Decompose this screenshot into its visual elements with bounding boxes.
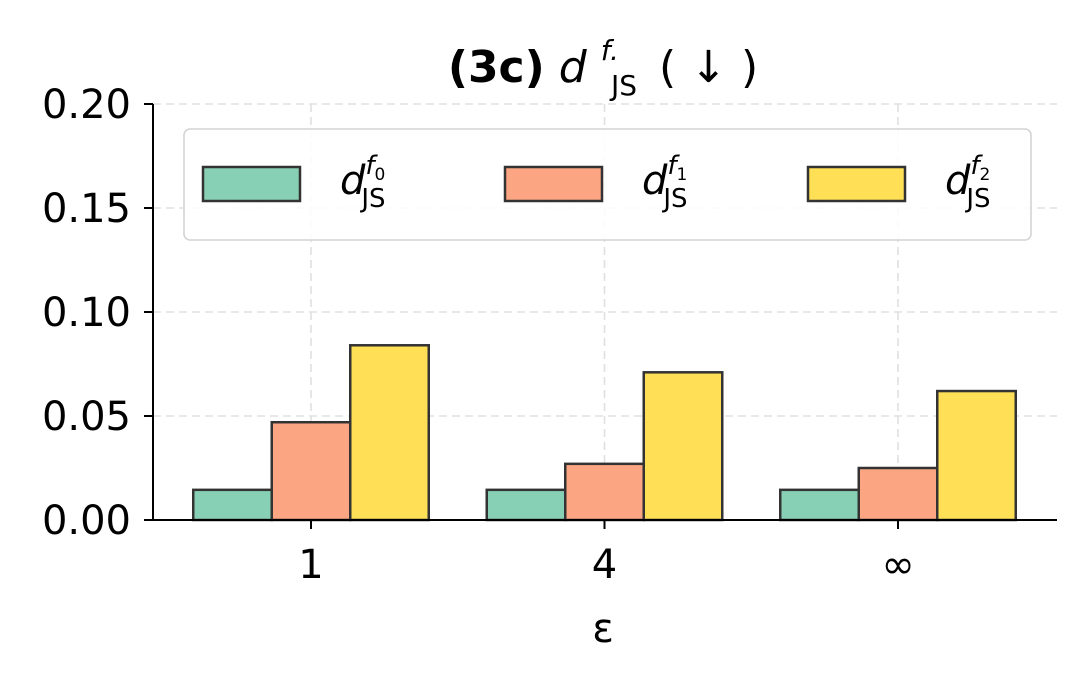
- x-tick-label: 4: [592, 542, 617, 588]
- legend-swatch: [201, 165, 302, 203]
- bar: [779, 488, 860, 522]
- bar: [192, 488, 273, 522]
- bars-layer: [192, 344, 1017, 522]
- y-tick-label: 0.20: [42, 82, 131, 128]
- title-suffix: ( ↓ ): [659, 42, 758, 93]
- y-tick-label: 0.15: [42, 186, 131, 232]
- legend-frame: [183, 128, 1032, 241]
- legend-swatch: [503, 165, 604, 203]
- bar: [564, 462, 645, 522]
- y-tick-label: 0.10: [42, 290, 131, 336]
- x-tick-label: ∞: [881, 542, 914, 588]
- legend-label: df2 JS: [945, 151, 991, 214]
- bar: [936, 389, 1017, 522]
- title-d: d: [559, 42, 588, 93]
- x-tick-label: 1: [298, 542, 323, 588]
- title-sup: f.: [601, 34, 619, 67]
- title-sub: JS: [609, 69, 637, 102]
- y-tick-label: 0.05: [42, 394, 131, 440]
- bar: [485, 488, 567, 522]
- x-axis-label: ε: [592, 606, 614, 652]
- bar: [857, 466, 939, 522]
- ticks-layer: 0.00 0.05 0.10 0.15 0.20 1 4 ∞: [42, 82, 915, 588]
- bar: [270, 420, 352, 522]
- legend-label: df1 JS: [642, 151, 688, 214]
- chart-title: (3c) d f. JS ( ↓ ): [448, 20, 758, 106]
- title-prefix: (3c): [448, 42, 545, 93]
- legend-swatch: [806, 165, 907, 203]
- bar: [642, 371, 724, 522]
- y-tick-label: 0.00: [42, 498, 131, 544]
- legend: df0 JS df1 JS df2 JS: [183, 128, 1032, 241]
- bar: [349, 344, 430, 522]
